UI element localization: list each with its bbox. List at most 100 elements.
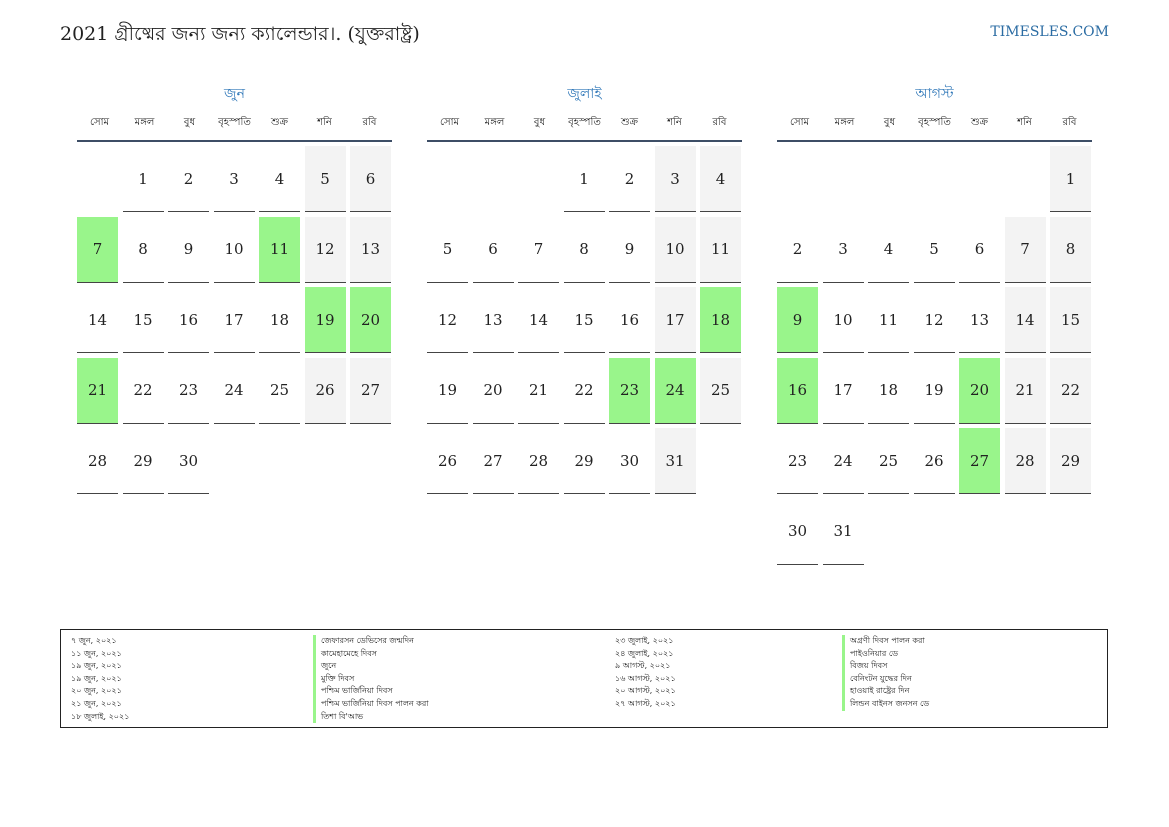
day-cell: 24	[213, 358, 255, 424]
holiday-day-cell: 20	[350, 287, 391, 353]
weekday-label: সোম	[89, 117, 110, 128]
weekday-label: সোম	[439, 117, 460, 128]
empty-cell	[1005, 146, 1046, 212]
holiday-day-cell: 21	[77, 357, 118, 424]
day-cell: 8	[563, 217, 605, 283]
day-cell: 16	[609, 287, 650, 353]
day-cell: 27	[350, 357, 391, 424]
day-cell: 19	[913, 358, 955, 424]
day-cell: 26	[913, 428, 955, 494]
day-cell: 4	[700, 146, 741, 212]
day-cell: 10	[213, 217, 255, 283]
legend-entry: ১৬ আগস্ট, ২০২১	[615, 673, 676, 683]
legend-dates-2: ২৩ জুলাই, ২০২১ ২৪ জুলাই, ২০২১ ৯ আগস্ট, ২০২…	[615, 635, 676, 711]
weekday-label: বৃহস্পতি	[918, 117, 951, 128]
day-cell: 6	[959, 217, 1000, 283]
day-cell: 11	[868, 287, 909, 353]
legend-entry: ২০ আগস্ট, ২০২১	[615, 686, 676, 696]
weekday-label: মঙ্গল	[834, 117, 855, 128]
legend-entry: ২০ জুন, ২০২১	[71, 686, 122, 696]
legend-entry: ২৭ আগস্ট, ২০২১	[615, 698, 676, 708]
day-cell: 30	[777, 499, 818, 565]
day-cell: 14	[1004, 287, 1046, 353]
weekday-label: রবি	[1062, 117, 1077, 128]
day-cell: 18	[259, 287, 300, 353]
day-cell: 7	[1004, 216, 1046, 283]
day-cell: 29	[1050, 428, 1091, 494]
legend-entry: ২১ জুন, ২০২১	[71, 698, 122, 708]
legend-entry: ২৩ জুলাই, ২০২১	[615, 636, 674, 645]
day-cell: 28	[518, 428, 559, 494]
day-cell: 22	[563, 358, 605, 424]
day-cell: 22	[122, 358, 164, 424]
day-cell: 17	[822, 358, 864, 424]
legend-names-1: জেফারসন ডেভিসের জন্মদিন কামেহামেহে দিবস জু…	[313, 635, 429, 724]
day-cell: 2	[168, 146, 209, 212]
day-cell: 23	[168, 358, 209, 424]
day-cell: 16	[168, 287, 209, 353]
day-cell: 25	[259, 358, 300, 424]
day-cell: 29	[122, 428, 164, 494]
day-cell: 14	[77, 287, 118, 353]
day-cell: 1	[122, 146, 164, 212]
holiday-day-cell: 19	[304, 287, 346, 353]
empty-cell	[777, 146, 818, 212]
day-cell: 1	[563, 146, 605, 212]
legend-entry: জুনে	[313, 660, 429, 673]
legend-entry: জেফারসন ডেভিসের জন্মদিন	[313, 635, 429, 648]
day-cell: 11	[700, 216, 741, 283]
empty-cell	[427, 146, 468, 212]
legend-entry: পাইওনিয়ার ডে	[842, 647, 929, 661]
weekday-label: শুক্র	[271, 117, 288, 128]
holiday-day-cell: 20	[959, 357, 1000, 424]
holiday-day-cell: 24	[654, 357, 696, 424]
month-name: জুলাই	[567, 86, 602, 102]
day-cell: 6	[472, 217, 514, 283]
holiday-legend: ৭ জুন, ২০২১ ১১ জুন, ২০২১ ১৯ জুন, ২০২১ ১৯ জু…	[60, 629, 1108, 728]
day-cell: 30	[168, 428, 209, 494]
day-cell: 26	[427, 428, 468, 494]
legend-entry: ১৯ জুন, ২০২১	[71, 673, 122, 683]
day-cell: 26	[304, 357, 346, 424]
day-cell: 24	[822, 428, 864, 494]
holiday-day-cell: 23	[609, 357, 650, 424]
legend-entry: ১৮ জুলাই, ২০২১	[71, 711, 130, 721]
day-cell: 17	[213, 287, 255, 353]
day-cell: 25	[868, 428, 909, 494]
day-cell: 15	[1050, 287, 1091, 353]
day-cell: 2	[609, 146, 650, 212]
month-name: জুন	[224, 86, 245, 102]
day-cell: 13	[350, 216, 391, 283]
day-cell: 13	[959, 287, 1000, 353]
holiday-day-cell: 27	[959, 428, 1000, 494]
day-cell: 9	[609, 217, 650, 283]
day-cell: 6	[350, 146, 391, 212]
holiday-day-cell: 11	[259, 216, 300, 283]
weekday-label: শনি	[667, 117, 682, 128]
day-cell: 15	[122, 287, 164, 353]
day-grid: 1 2 3 4 5 6 7 8 9 10 11 12 13 14 15 16 17 18 19 20 21 22 23 24 2…	[427, 146, 742, 494]
weekday-label: শুক্র	[621, 117, 638, 128]
day-cell: 15	[563, 287, 605, 353]
weekday-label: রবি	[362, 117, 377, 128]
weekday-label: মঙ্গল	[484, 117, 505, 128]
legend-entry: বেনিংটন যুদ্ধের দিন	[842, 672, 929, 686]
page-title: 2021 গ্রীষ্মের জন্য জন্য ক্যালেন্ডার।. (…	[60, 23, 420, 45]
day-cell: 5	[427, 217, 468, 283]
weekday-label: বুধ	[183, 117, 196, 128]
day-cell: 21	[518, 358, 559, 424]
day-cell: 3	[654, 146, 696, 212]
legend-entry: অগ্রণী দিবস পালন করা	[842, 635, 929, 648]
weekday-label: শুক্র	[971, 117, 988, 128]
day-grid: 1 2 3 4 5 6 7 8 9 10 11 12 13 14 15 16 17 18 19 20 21 22 23 24 2…	[77, 146, 392, 494]
weekday-label: বৃহস্পতি	[218, 117, 251, 128]
holiday-day-cell: 18	[700, 287, 741, 353]
legend-entry: বিজয় দিবস	[842, 660, 929, 673]
legend-entry: ২৪ জুলাই, ২০২১	[615, 648, 674, 658]
day-cell: 3	[213, 146, 255, 212]
empty-cell	[823, 146, 864, 212]
holiday-day-cell: 16	[777, 357, 818, 424]
site-link[interactable]: TIMESLES.COM	[990, 24, 1109, 40]
holiday-day-cell: 7	[77, 216, 118, 283]
